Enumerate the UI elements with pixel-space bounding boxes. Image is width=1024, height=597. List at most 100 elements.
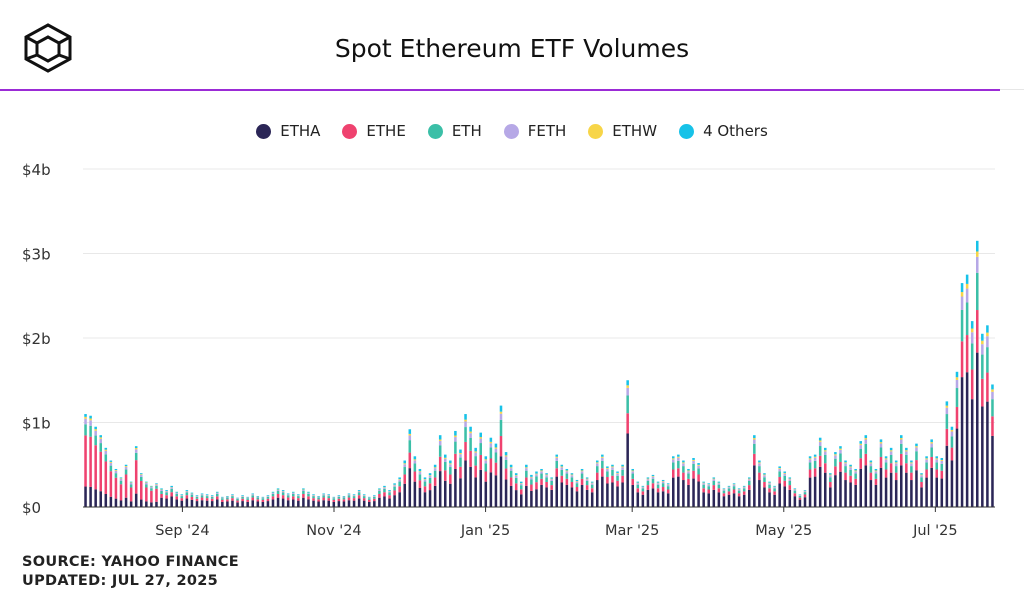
- bar-segment-etha: [175, 499, 178, 507]
- source-label: SOURCE: YAHOO FINANCE: [22, 554, 239, 570]
- bar-segment-ethw: [894, 462, 898, 464]
- bar-segment-eth: [433, 470, 437, 478]
- bar-segment-4-others: [677, 454, 680, 457]
- bar-segment-ethw: [874, 470, 878, 472]
- bar-segment-ethe: [970, 369, 974, 400]
- bar-segment-eth: [119, 480, 123, 485]
- bar-segment-ethe: [889, 463, 893, 473]
- bar-segment-feth: [180, 495, 184, 497]
- bar-segment-ethe: [590, 488, 594, 493]
- bar-segment-ethe: [276, 493, 280, 498]
- bar-segment-ethe: [585, 485, 589, 490]
- bar-segment-eth: [575, 483, 579, 487]
- bar-segment-4-others: [783, 471, 786, 473]
- bar-segment-ethe: [677, 468, 680, 477]
- y-tick-label: $4b: [22, 161, 51, 179]
- bar-segment-eth: [646, 480, 650, 486]
- bar-segment-etha: [342, 501, 346, 507]
- bar-segment-ethe: [94, 445, 97, 490]
- bar-segment-ethe: [763, 481, 766, 488]
- bar-segment-ethw: [606, 468, 609, 469]
- bar-segment-eth: [317, 497, 320, 500]
- bar-segment-ethe: [798, 497, 802, 500]
- bar-segment-eth: [697, 468, 700, 475]
- legend-item[interactable]: 4 Others: [679, 120, 768, 142]
- bar-segment-eth: [423, 481, 427, 487]
- bar-segment-ethw: [712, 478, 716, 480]
- bar-segment-eth: [504, 459, 508, 469]
- bar-segment-feth: [616, 473, 619, 476]
- bar-segment-eth: [783, 475, 786, 481]
- bar-segment-4-others: [550, 477, 553, 479]
- bar-segment-4-others: [672, 456, 675, 459]
- bar-segment-4-others: [697, 463, 700, 465]
- bar-segment-eth: [180, 496, 184, 499]
- bar-segment-ethw: [616, 472, 619, 474]
- bar-segment-4-others: [327, 494, 330, 496]
- bar-segment-feth: [317, 496, 320, 498]
- legend-item[interactable]: ETHE: [342, 120, 406, 142]
- bar-segment-4-others: [646, 477, 650, 479]
- bar-segment-ethw: [438, 439, 442, 441]
- bar-segment-4-others: [753, 435, 756, 439]
- bar-segment-eth: [114, 473, 118, 478]
- bar-segment-ethw: [104, 449, 108, 451]
- bar-segment-feth: [540, 471, 543, 474]
- bar-segment-etha: [869, 480, 873, 507]
- bar-segment-eth: [525, 470, 528, 478]
- bar-segment-feth: [976, 256, 979, 273]
- bar-segment-ethw: [839, 448, 842, 450]
- bar-segment-ethe: [737, 493, 741, 497]
- cube-logo-icon[interactable]: [22, 22, 74, 74]
- bar-segment-etha: [185, 498, 189, 507]
- x-tick-label: Jan '25: [460, 523, 510, 539]
- bar-segment-ethw: [981, 340, 984, 345]
- bar-segment-eth: [930, 447, 933, 457]
- bar-segment-eth: [545, 477, 548, 482]
- bar-segment-etha: [905, 472, 908, 507]
- bar-segment-etha: [682, 480, 685, 507]
- bar-segment-etha: [986, 401, 989, 507]
- legend-item[interactable]: ETHA: [256, 120, 320, 142]
- bar-segment-eth: [976, 272, 979, 311]
- bar-segment-4-others: [504, 452, 508, 456]
- bar-segment-ethe: [261, 499, 265, 502]
- bar-segment-ethw: [89, 418, 92, 421]
- bar-segment-feth: [864, 439, 868, 444]
- legend-item[interactable]: ETHW: [588, 120, 657, 142]
- bar-segment-etha: [540, 484, 543, 507]
- bar-segment-etha: [155, 501, 158, 507]
- bar-segment-feth: [940, 460, 944, 464]
- bar-segment-eth: [717, 484, 721, 489]
- bar-segment-ethe: [945, 428, 949, 446]
- bar-segment-ethe: [418, 480, 422, 488]
- legend-item[interactable]: FETH: [503, 120, 566, 142]
- bar-segment-etha: [925, 477, 928, 507]
- bar-segment-eth: [383, 488, 386, 493]
- bar-segment-4-others: [732, 483, 736, 485]
- bar-segment-4-others: [484, 456, 488, 460]
- bar-segment-eth: [915, 451, 918, 461]
- bar-segment-etha: [732, 493, 736, 507]
- bar-segment-ethe: [920, 481, 923, 488]
- bar-segment-eth: [702, 484, 705, 489]
- legend-item[interactable]: ETH: [427, 120, 482, 142]
- bar-segment-eth: [322, 495, 325, 498]
- bar-segment-etha: [884, 477, 888, 507]
- bar-segment-ethe: [793, 493, 797, 497]
- bar-segment-eth: [661, 483, 665, 487]
- bar-segment-4-others: [950, 426, 954, 430]
- bar-segment-ethe: [413, 471, 417, 482]
- bar-segment-eth: [854, 473, 857, 479]
- bar-segment-ethw: [454, 435, 457, 438]
- bar-segment-feth: [550, 479, 553, 481]
- bar-segment-eth: [656, 484, 660, 489]
- bar-segment-ethe: [783, 480, 786, 487]
- bar-segment-feth: [514, 475, 518, 478]
- bar-segment-feth: [398, 479, 401, 482]
- bar-segment-etha: [697, 481, 700, 507]
- bar-segment-eth: [150, 488, 153, 491]
- bar-segment-feth: [646, 479, 650, 481]
- bar-segment-etha: [474, 477, 477, 507]
- bar-segment-ethe: [312, 498, 315, 501]
